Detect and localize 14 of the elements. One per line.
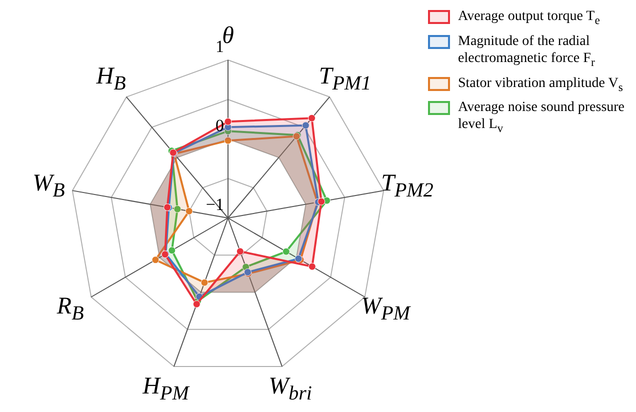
legend-label: Average output torque T$_{e}$	[458, 8, 600, 29]
legend-label: Stator vibration amplitude V$_{s}$	[458, 74, 623, 96]
legend-label: Magnitude of the radial electromagnetic force F$_{r}$	[458, 32, 596, 71]
legend-label: Average noise sound pressure level L$_{v}$	[458, 99, 626, 138]
spoke-label: W$_{B}$	[32, 170, 65, 202]
spoke-label: H$_{PM}$	[142, 374, 189, 404]
spoke-label: T$_{PM2}$	[381, 170, 434, 202]
spoke-label: θ	[222, 23, 234, 49]
spoke-label: W$_{bri}$	[268, 374, 312, 404]
spoke-label: W$_{PM}$	[361, 294, 410, 324]
y-tick-label: 1	[214, 37, 224, 56]
spoke-label: T$_{PM1}$	[318, 63, 372, 94]
spoke-label: R$_{B}$	[56, 294, 84, 324]
spoke-label: H$_{B}$	[96, 63, 126, 94]
